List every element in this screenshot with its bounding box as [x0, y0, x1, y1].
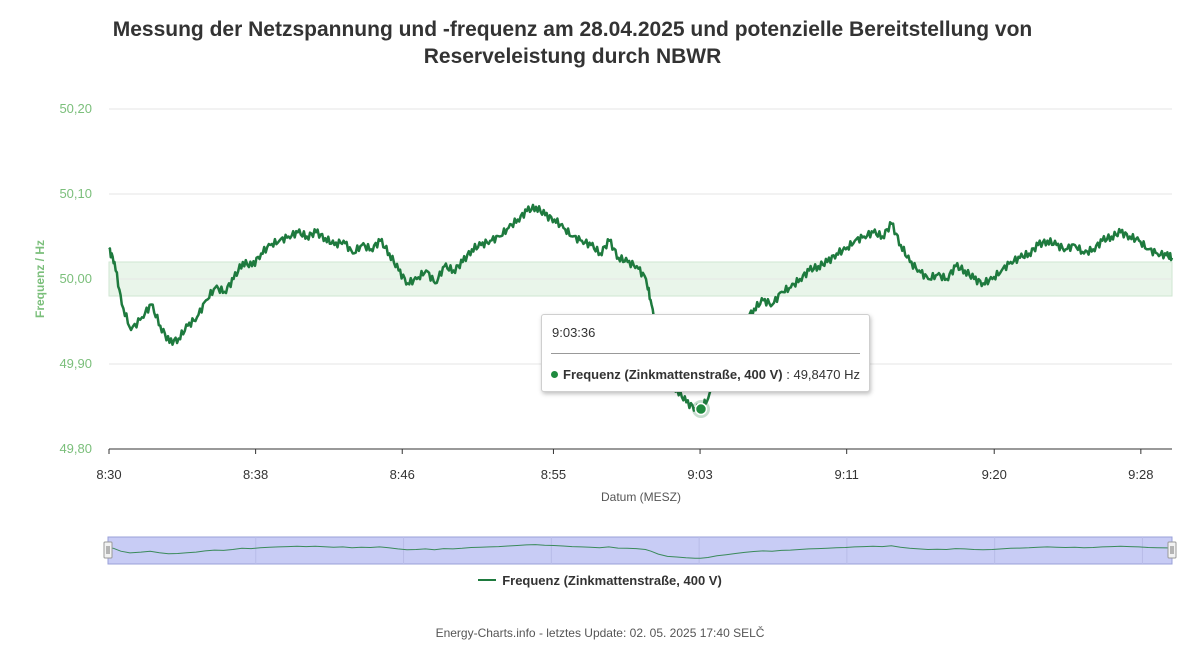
tooltip: 9:03:36 Frequenz (Zinkmattenstraße, 400 …	[541, 314, 870, 392]
navigator-handle-left[interactable]	[103, 541, 113, 559]
tooltip-row: Frequenz (Zinkmattenstraße, 400 V) : 49,…	[551, 367, 860, 382]
y-tick-label: 49,90	[59, 356, 92, 371]
chart-title-line1: Messung der Netzspannung und -frequenz a…	[112, 18, 1033, 41]
series-dot-icon	[551, 371, 558, 378]
x-tick-label: 9:28	[1128, 467, 1153, 482]
navigator-selection[interactable]	[107, 536, 1173, 565]
tooltip-series-name: Frequenz (Zinkmattenstraße, 400 V)	[563, 367, 783, 382]
legend-item[interactable]: Frequenz (Zinkmattenstraße, 400 V)	[0, 573, 1200, 588]
chart-title-line2: Reserveleistung durch NBWR	[423, 45, 722, 68]
tooltip-value: : 49,8470 Hz	[786, 367, 860, 382]
navigator-series-line	[107, 544, 1173, 559]
x-tick-label: 8:38	[243, 467, 268, 482]
y-tick-label: 49,80	[59, 441, 92, 456]
y-axis-title: Frequenz / Hz	[33, 240, 47, 318]
hover-point[interactable]	[694, 402, 708, 416]
y-tick-label: 50,10	[59, 186, 92, 201]
x-tick-label: 8:46	[390, 467, 415, 482]
legend-line-icon	[478, 579, 497, 581]
y-tick-label: 50,00	[59, 271, 92, 286]
legend-label: Frequenz (Zinkmattenstraße, 400 V)	[502, 573, 722, 588]
frequency-series-line[interactable]	[108, 203, 1174, 414]
x-tick-label: 9:20	[982, 467, 1007, 482]
tooltip-separator	[551, 353, 860, 354]
navigator-handle-right[interactable]	[1167, 541, 1177, 559]
x-axis-title: Datum (MESZ)	[601, 490, 681, 504]
x-tick-label: 9:11	[835, 467, 859, 482]
tooltip-time: 9:03:36	[552, 325, 596, 340]
x-tick-label: 8:30	[96, 467, 121, 482]
x-tick-label: 9:03	[687, 467, 712, 482]
chart-title: Messung der Netzspannung und -frequenz a…	[0, 16, 1145, 70]
x-tick-label: 8:55	[541, 467, 566, 482]
credits[interactable]: Energy-Charts.info - letztes Update: 02.…	[435, 626, 765, 640]
y-tick-label: 50,20	[59, 101, 92, 116]
